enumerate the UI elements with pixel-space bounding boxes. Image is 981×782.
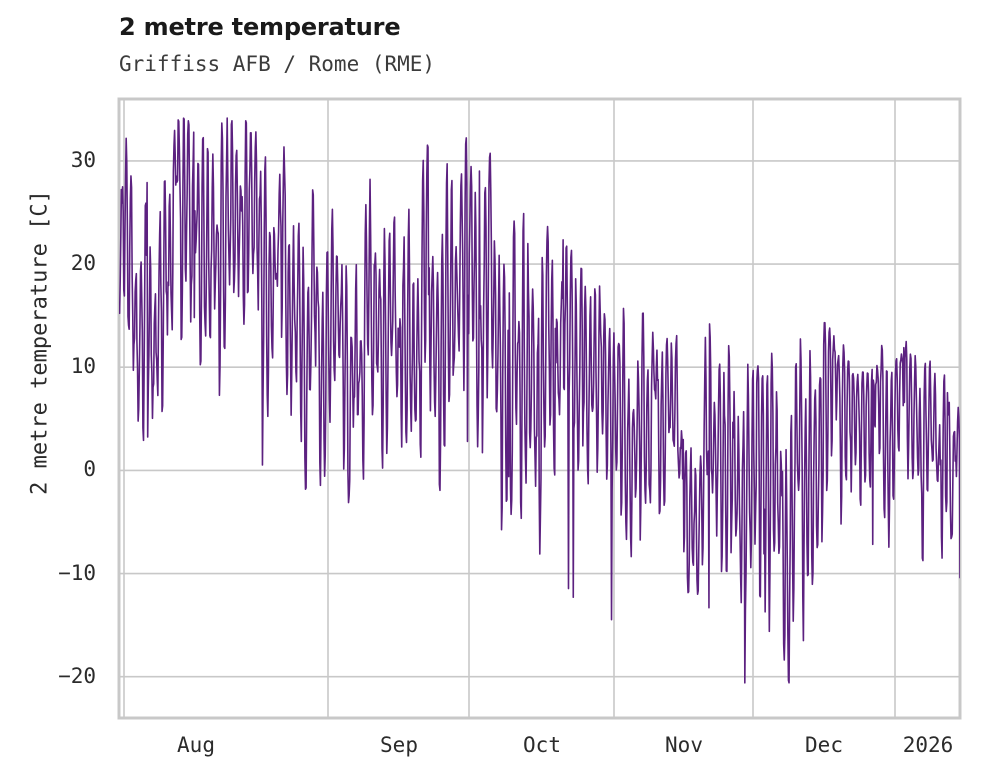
y-tick-label: −20: [58, 663, 96, 688]
temperature-series-line: [119, 117, 960, 684]
y-tick-label: 10: [70, 354, 96, 379]
y-tick-label: 0: [83, 457, 96, 482]
y-tick-label: −10: [58, 560, 96, 585]
x-tick-label: Sep: [380, 733, 418, 757]
x-tick-label: Aug: [177, 733, 215, 757]
plot-border: [117, 97, 962, 720]
x-tick-label: 2026: [902, 733, 954, 757]
x-tick-label: Nov: [665, 733, 703, 757]
x-tick-label: Oct: [523, 733, 561, 757]
chart-subtitle: Griffiss AFB / Rome (RME): [119, 52, 436, 76]
y-tick-label: 20: [70, 251, 96, 276]
x-tick-label: Dec: [805, 733, 843, 757]
y-tick-label: 30: [70, 147, 96, 172]
chart-title: 2 metre temperature: [119, 13, 401, 41]
